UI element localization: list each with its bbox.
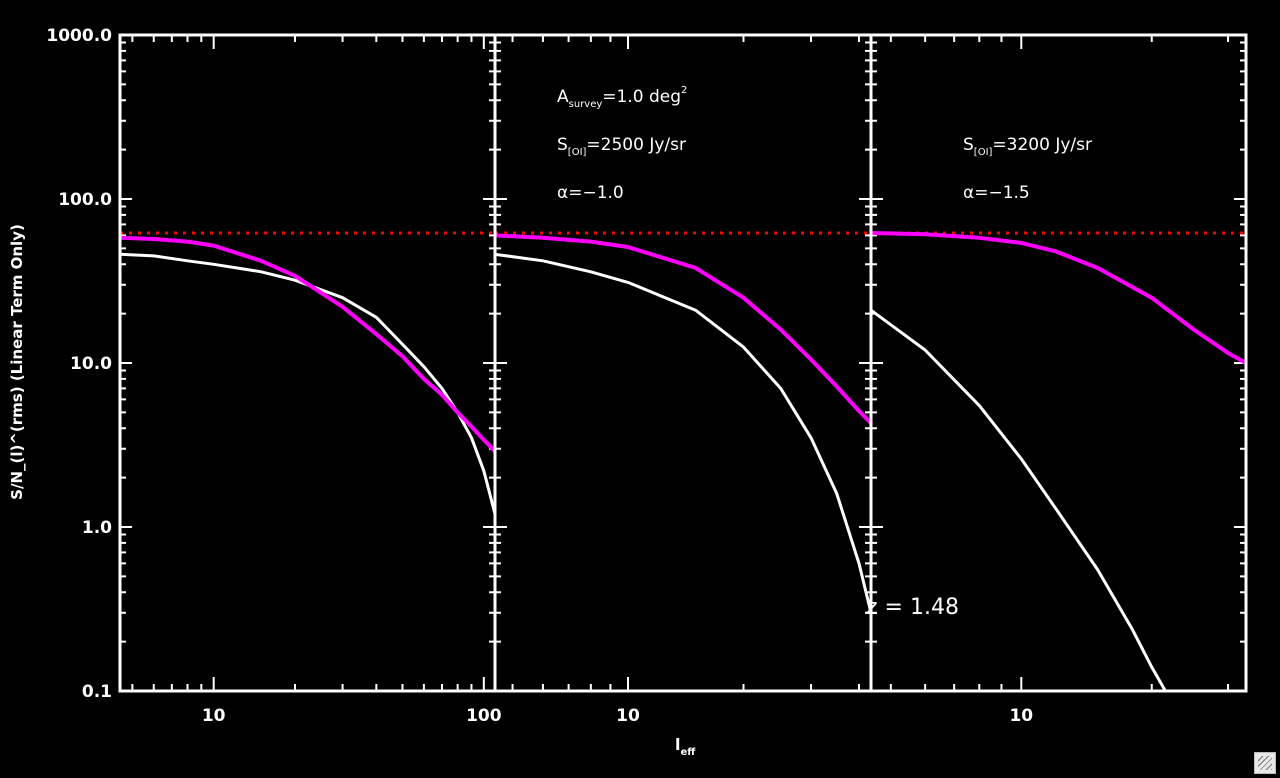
y-tick-label: 1000.0 bbox=[46, 26, 112, 46]
alpha-label-right: α=−1.5 bbox=[963, 183, 1030, 203]
annotation-block-middle: Asurvey=1.0 deg2 S[OI]=2500 Jy/sr α=−1.0… bbox=[557, 85, 959, 620]
x-tick-label-left: 10 bbox=[202, 706, 226, 726]
svg-text:S/N_(l)^(rms) (Linear Term Onl: S/N_(l)^(rms) (Linear Term Only) bbox=[8, 224, 26, 500]
panel-frame-right bbox=[869, 33, 1248, 693]
intensity-symbol-right: S bbox=[963, 135, 974, 155]
intensity-subscript-right: [OI] bbox=[974, 147, 993, 158]
y-axis: 0.1 1.0 10.0 100.0 1000.0 bbox=[46, 26, 112, 702]
series-line-right-0 bbox=[871, 308, 1168, 691]
intensity-subscript: [OI] bbox=[568, 147, 587, 158]
intensity-value: =2500 Jy/sr bbox=[586, 135, 686, 155]
y-axis-title: S/N_(l)^(rms) (Linear Term Only) bbox=[8, 224, 26, 500]
y-axis-title-text: S/N_(l)^(rms) (Linear Term Only) bbox=[8, 224, 26, 500]
redshift-label: z = 1.48 bbox=[866, 595, 959, 620]
x-tick-label-middle: 10 bbox=[616, 706, 640, 726]
panel-right: 10 bbox=[869, 33, 1248, 726]
y-tick-label: 100.0 bbox=[58, 190, 112, 210]
svg-text:S[OI]=2500 Jy/sr: S[OI]=2500 Jy/sr bbox=[557, 135, 686, 158]
x-tick-label-right: 10 bbox=[1009, 706, 1033, 726]
x-axis-title-main: l bbox=[675, 735, 680, 754]
y-tick-label: 10.0 bbox=[70, 354, 112, 374]
svg-text:Asurvey=1.0 deg2: Asurvey=1.0 deg2 bbox=[557, 85, 687, 110]
intensity-value-right: =3200 Jy/sr bbox=[992, 135, 1092, 155]
x-axis-title: leff bbox=[675, 735, 696, 758]
area-symbol: A bbox=[557, 87, 569, 107]
area-value: =1.0 deg bbox=[602, 87, 681, 107]
svg-text:leff: leff bbox=[675, 735, 696, 758]
x-tick-label-left: 100 bbox=[466, 706, 502, 726]
series-line-left-0 bbox=[120, 252, 495, 515]
area-subscript: survey bbox=[569, 99, 603, 110]
series-line-middle-0 bbox=[495, 252, 871, 614]
series-line-right-1 bbox=[871, 231, 1246, 365]
series-line-middle-1 bbox=[495, 233, 871, 425]
window-resize-grip[interactable] bbox=[1254, 752, 1276, 774]
intensity-symbol: S bbox=[557, 135, 568, 155]
series-line-left-1 bbox=[120, 235, 495, 453]
panels-group: 10 100 10 10 bbox=[118, 33, 1248, 726]
y-tick-label: 1.0 bbox=[82, 518, 112, 538]
y-tick-label: 0.1 bbox=[82, 682, 112, 702]
svg-text:S[OI]=3200 Jy/sr: S[OI]=3200 Jy/sr bbox=[963, 135, 1092, 158]
panel-left: 10 100 bbox=[118, 33, 502, 726]
x-axis-title-sub: eff bbox=[680, 747, 696, 758]
panel-frame-left bbox=[118, 33, 497, 693]
area-superscript: 2 bbox=[681, 85, 687, 96]
annotation-block-right: S[OI]=3200 Jy/sr α=−1.5 bbox=[963, 135, 1092, 203]
alpha-label-middle: α=−1.0 bbox=[557, 183, 624, 203]
